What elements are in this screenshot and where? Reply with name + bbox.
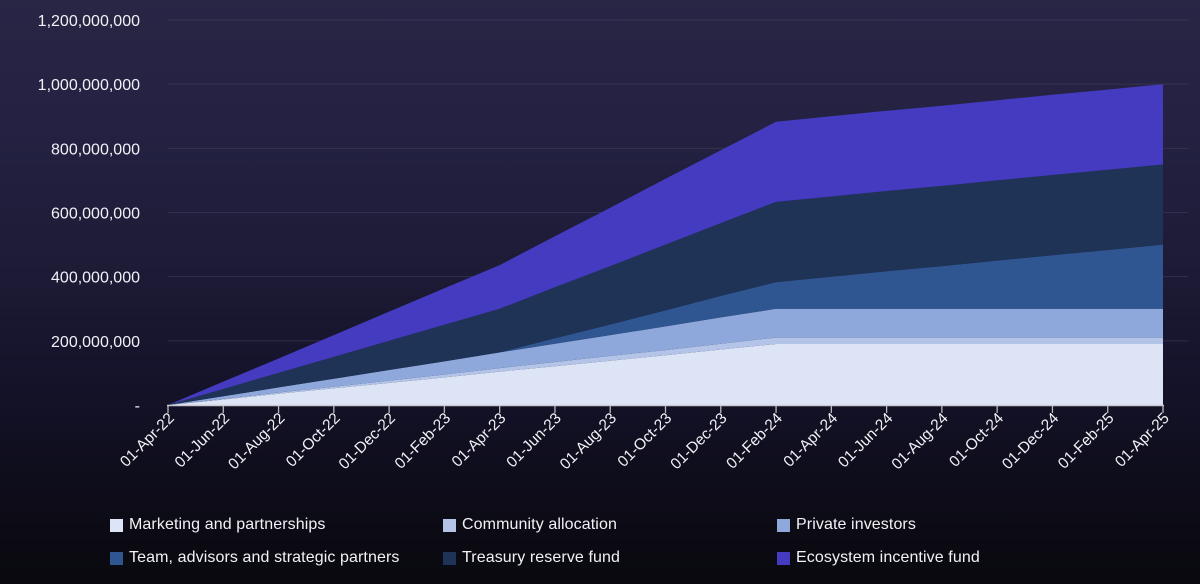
x-axis-label: 01-Apr-22 <box>117 410 178 471</box>
y-axis-label: 800,000,000 <box>51 141 140 158</box>
area-series <box>168 337 1163 405</box>
x-axis-label: 01-Jun-22 <box>172 410 233 471</box>
x-axis-label: 01-Apr-25 <box>1112 410 1173 471</box>
y-axis-label: 400,000,000 <box>51 270 140 287</box>
y-axis-label: 200,000,000 <box>51 334 140 351</box>
y-axis-label: 1,200,000,000 <box>38 13 140 30</box>
area-series <box>168 344 1163 405</box>
x-axis-label: 01-Jun-24 <box>835 410 897 472</box>
x-axis-label: 01-Dec-24 <box>999 410 1062 473</box>
y-axis-label: 1,000,000,000 <box>38 77 140 94</box>
area-series <box>168 84 1163 405</box>
x-axis-label: 01-Jun-23 <box>503 410 564 471</box>
x-axis-label: 01-Oct-22 <box>283 410 344 471</box>
area-series <box>168 164 1163 405</box>
y-axis-label: - <box>135 398 140 415</box>
x-axis-label: 01-Apr-24 <box>780 410 841 471</box>
x-axis-label: 01-Feb-25 <box>1055 410 1118 473</box>
area-series <box>168 308 1163 405</box>
x-axis-label: 01-Dec-22 <box>336 410 399 473</box>
x-axis-label: 01-Dec-23 <box>667 410 730 473</box>
x-axis-label: 01-Apr-23 <box>449 410 510 471</box>
x-axis-label: 01-Aug-23 <box>557 410 620 473</box>
x-axis-label: 01-Aug-22 <box>225 410 288 473</box>
y-axis-label: 600,000,000 <box>51 206 140 223</box>
x-axis-label: 01-Feb-24 <box>723 410 786 473</box>
x-axis-label: 01-Oct-24 <box>946 410 1007 471</box>
x-axis-label: 01-Feb-23 <box>392 410 455 473</box>
x-axis-label: 01-Oct-23 <box>615 410 676 471</box>
area-series <box>168 244 1163 405</box>
x-axis-label: 01-Aug-24 <box>889 410 952 473</box>
